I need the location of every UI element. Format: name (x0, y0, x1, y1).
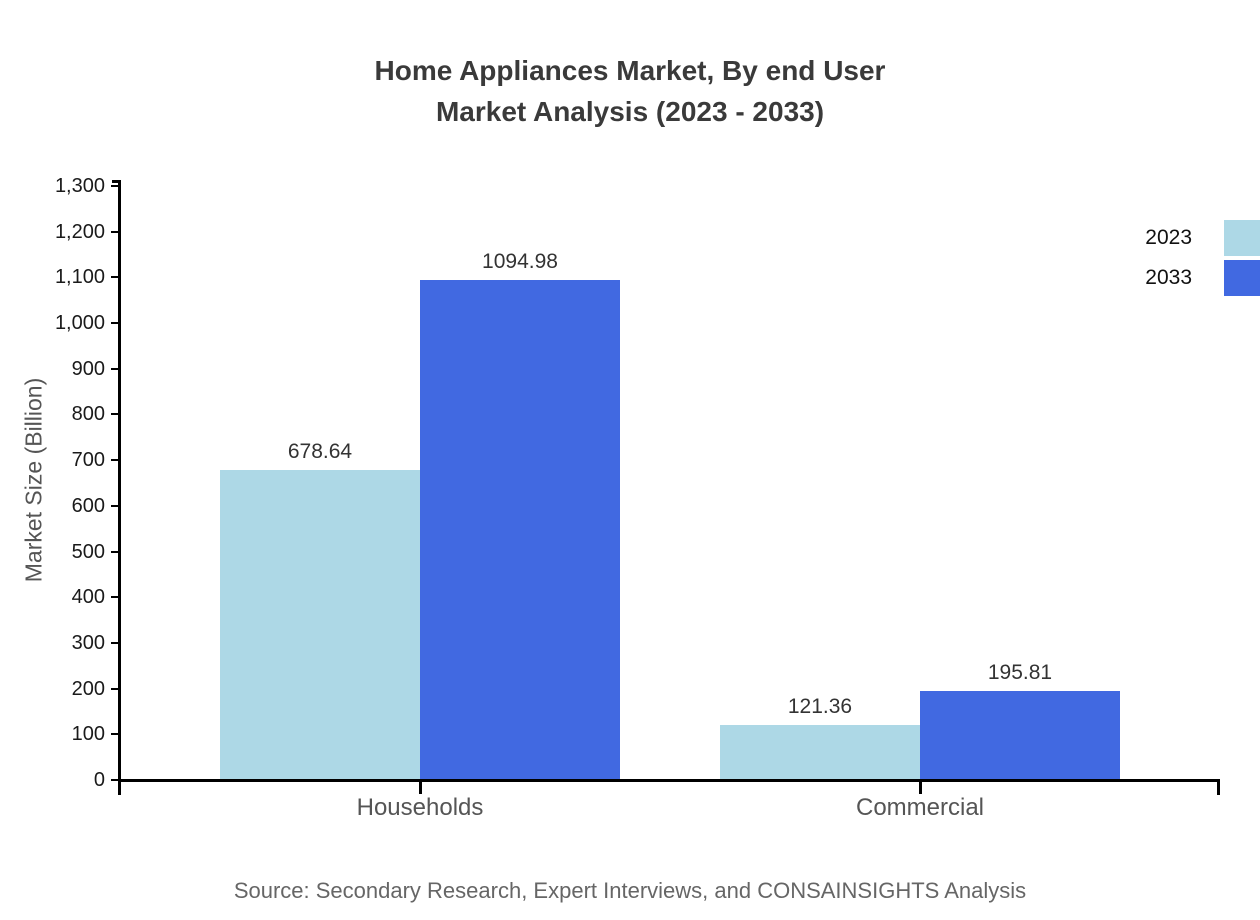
y-axis-tick-label: 500 (71, 540, 105, 563)
legend-item-2023: 2023 (1145, 220, 1260, 256)
bar-2033-households (420, 279, 620, 779)
bar-2033-commercial (920, 690, 1120, 779)
y-axis-tick (111, 459, 119, 462)
y-axis-tick (111, 230, 119, 233)
y-axis-tick-label: 1,300 (54, 175, 105, 197)
y-axis-tick-label: 1,000 (54, 312, 105, 335)
x-axis-endcap-left (118, 779, 121, 795)
bar-value-label: 1094.98 (482, 249, 558, 273)
x-axis-category-label: Households (356, 794, 484, 821)
legend: 2023 2033 (1145, 220, 1260, 300)
y-axis-tick-label: 0 (93, 769, 105, 791)
x-axis-line (118, 779, 1220, 782)
y-axis-tick-label: 600 (71, 494, 105, 517)
y-axis-tick-label: 200 (71, 677, 105, 700)
y-axis-tick-label: 1,100 (54, 266, 105, 289)
y-axis-tick-label: 400 (71, 586, 105, 609)
y-axis-tick (111, 641, 119, 644)
legend-label-2023: 2023 (1145, 226, 1192, 249)
y-axis-tick-label: 100 (71, 723, 105, 746)
y-axis-tick-label: 800 (71, 403, 105, 426)
y-axis-tick (111, 504, 119, 507)
bar-value-label: 121.36 (787, 694, 853, 718)
y-axis-tick (111, 276, 119, 279)
bar-2023-households (220, 469, 420, 779)
y-axis-tick (111, 733, 119, 736)
y-axis-tick (111, 413, 119, 416)
bar-value-label: 195.81 (987, 660, 1053, 684)
chart-title: Home Appliances Market, By end User Mark… (0, 50, 1260, 132)
y-axis-line (118, 180, 121, 782)
legend-swatch-2023 (1224, 220, 1260, 256)
chart-title-line2: Market Analysis (2023 - 2033) (435, 96, 825, 127)
y-axis-tick-label: 300 (71, 631, 105, 654)
legend-swatch-2033 (1224, 260, 1260, 296)
y-axis-tick (111, 185, 119, 187)
y-axis-tick (111, 322, 119, 325)
x-axis-endcap-right (1217, 779, 1220, 795)
source-note: Source: Secondary Research, Expert Inter… (233, 878, 1027, 903)
x-axis-tick (419, 782, 422, 794)
y-axis-tick (111, 779, 119, 781)
y-axis-endcap (112, 180, 121, 183)
legend-label-2033: 2033 (1145, 266, 1192, 289)
chart-title-line1: Home Appliances Market, By end User (374, 55, 886, 86)
y-axis-tick-label: 1,200 (54, 220, 105, 243)
bar-2023-commercial (720, 724, 920, 779)
y-axis-tick (111, 550, 119, 553)
x-axis-category-label: Commercial (855, 794, 984, 821)
bar-value-label: 678.64 (287, 439, 353, 463)
y-axis-tick (111, 367, 119, 370)
y-axis-tick-label: 700 (71, 449, 105, 472)
x-axis-tick (919, 782, 922, 794)
y-axis-tick (111, 596, 119, 599)
y-axis-tick (111, 687, 119, 690)
y-axis-tick-label: 900 (71, 357, 105, 380)
legend-item-2033: 2033 (1145, 260, 1260, 296)
